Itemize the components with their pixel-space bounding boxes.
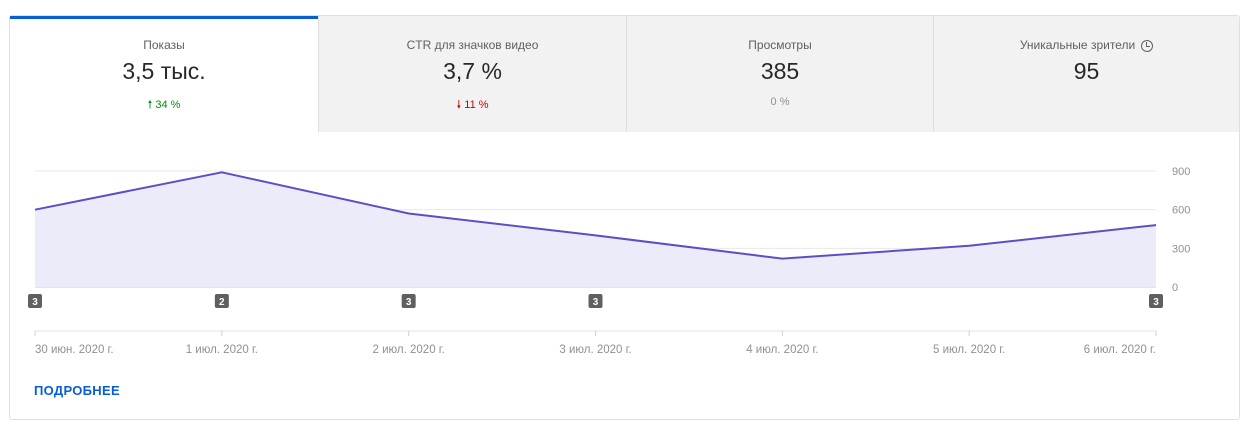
y-tick-label: 900 bbox=[1172, 166, 1190, 178]
x-tick-label: 6 июл. 2020 г. bbox=[1084, 344, 1156, 356]
clock-icon[interactable] bbox=[1141, 40, 1154, 52]
tab-delta: 0 % bbox=[627, 96, 933, 108]
metric-tabs: Показы 3,5 тыс. 🠕 34 % CTR для значков в… bbox=[10, 16, 1239, 132]
video-marker bbox=[214, 294, 229, 308]
tab-value: 3,7 % bbox=[443, 58, 502, 84]
y-tick-label: 300 bbox=[1172, 243, 1190, 255]
analytics-card: Показы 3,5 тыс. 🠕 34 % CTR для значков в… bbox=[9, 15, 1240, 420]
x-tick-label: 2 июл. 2020 г. bbox=[373, 344, 445, 356]
tab-delta: 🠕 34 % bbox=[10, 96, 318, 115]
tab-value: 3,5 тыс. bbox=[122, 58, 206, 84]
x-tick-label: 4 июл. 2020 г. bbox=[746, 344, 818, 356]
tab-unique-viewers[interactable]: Уникальные зрители 95 bbox=[933, 16, 1239, 132]
tab-impressions[interactable]: Показы 3,5 тыс. 🠕 34 % bbox=[10, 16, 318, 132]
video-marker bbox=[1149, 294, 1163, 308]
video-marker bbox=[28, 294, 42, 308]
tab-value: 95 bbox=[1073, 58, 1100, 84]
tab-label: CTR для значков видео bbox=[406, 38, 539, 52]
x-tick-label: 5 июл. 2020 г. bbox=[933, 344, 1005, 356]
tab-delta: 🠗 11 % bbox=[319, 96, 626, 115]
tab-label: Показы bbox=[143, 38, 185, 52]
video-marker-label: 2 bbox=[219, 297, 225, 308]
impressions-chart: 0 300 600 900 3 2 3 3 3 30 июн. 2020 г. 1 июл. 202… bbox=[28, 166, 1190, 356]
arrow-up-icon: 🠕 bbox=[147, 99, 153, 111]
series-area bbox=[35, 172, 1156, 287]
tab-value: 385 bbox=[760, 58, 800, 84]
delta-value: 11 % bbox=[464, 99, 489, 111]
y-tick-label: 600 bbox=[1172, 205, 1190, 217]
tab-label-text: Уникальные зрители bbox=[1019, 38, 1136, 52]
x-tick-label: 30 июн. 2020 г. bbox=[35, 344, 114, 356]
tab-label: Уникальные зрители bbox=[934, 38, 1239, 52]
x-tick-label: 1 июл. 2020 г. bbox=[186, 344, 258, 356]
video-marker bbox=[401, 294, 416, 308]
y-tick-label: 0 bbox=[1172, 282, 1178, 294]
delta-value: 34 % bbox=[155, 99, 181, 111]
video-marker-label: 3 bbox=[32, 297, 38, 308]
x-tick-label: 3 июл. 2020 г. bbox=[559, 344, 631, 356]
arrow-down-icon: 🠗 bbox=[456, 99, 462, 111]
video-marker-label: 3 bbox=[1153, 297, 1159, 308]
video-marker-label: 3 bbox=[406, 297, 412, 308]
tab-ctr[interactable]: CTR для значков видео 3,7 % 🠗 11 % bbox=[318, 16, 626, 132]
video-marker-label: 3 bbox=[593, 297, 599, 308]
tab-views[interactable]: Просмотры 385 0 % bbox=[626, 16, 933, 132]
video-marker bbox=[588, 294, 603, 308]
tab-label: Просмотры bbox=[748, 38, 812, 52]
more-details-link[interactable]: ПОДРОБНЕЕ bbox=[34, 383, 120, 398]
delta-value: 0 % bbox=[770, 96, 790, 108]
